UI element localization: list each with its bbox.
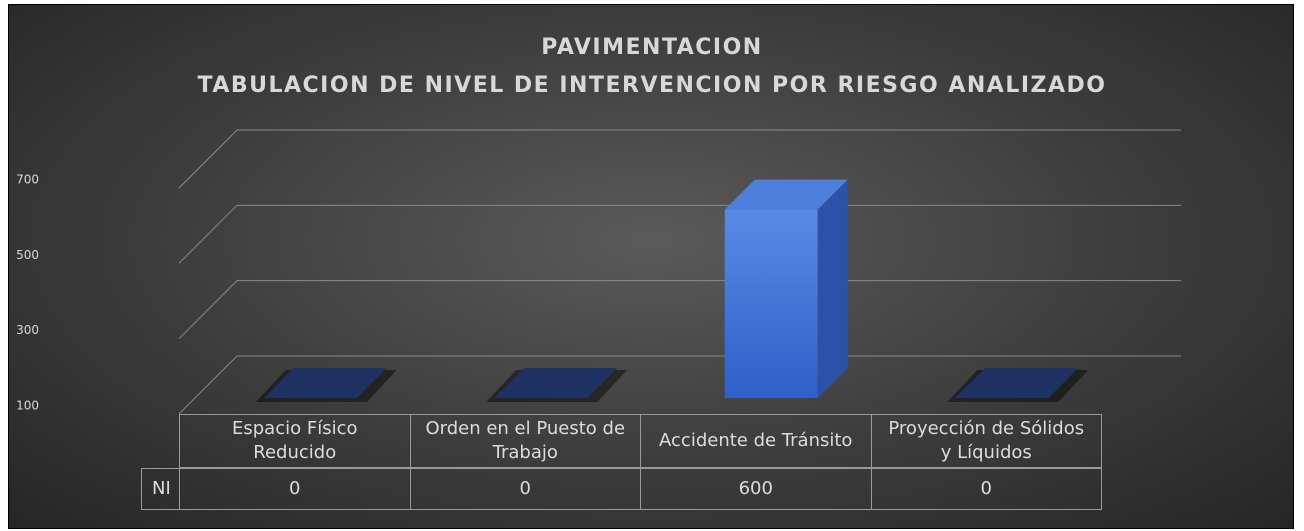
bar-top [955, 368, 1079, 398]
bar-top [724, 179, 848, 210]
table-category: Accidente de Tránsito [640, 414, 872, 468]
y-tick-label: 700 [16, 173, 39, 187]
table-category: Proyección de Sólidos y Líquidos [870, 414, 1102, 468]
bar-top [263, 368, 387, 398]
grid-line [178, 355, 1181, 415]
y-tick-label: 300 [16, 323, 39, 337]
chart-subtitle: TABULACION DE NIVEL DE INTERVENCION POR … [198, 73, 1107, 98]
chart-frame: PAVIMENTACION TABULACION DE NIVEL DE INT… [8, 4, 1294, 529]
grid-line [178, 129, 1181, 189]
grid-line [178, 280, 1181, 340]
y-tick-label: 100 [16, 399, 39, 413]
table-value: 0 [409, 468, 641, 510]
table-value: 600 [640, 468, 872, 510]
bar-side [817, 179, 848, 398]
bar [947, 368, 1089, 402]
bar [255, 368, 397, 402]
table-category: Espacio Físico Reducido [179, 414, 411, 468]
bar [486, 368, 628, 402]
table-value: 0 [870, 468, 1102, 510]
y-tick-label: 500 [16, 248, 39, 262]
bar [724, 179, 848, 398]
table-series-label: NI [141, 468, 180, 510]
chart: PAVIMENTACION TABULACION DE NIVEL DE INT… [16, 35, 1181, 415]
bar-top [494, 368, 618, 398]
table-value: 0 [179, 468, 411, 510]
table-category: Orden en el Puesto de Trabajo [409, 414, 641, 468]
grid-line [178, 204, 1181, 264]
bar-front [724, 209, 818, 398]
chart-title: PAVIMENTACION [541, 35, 762, 60]
